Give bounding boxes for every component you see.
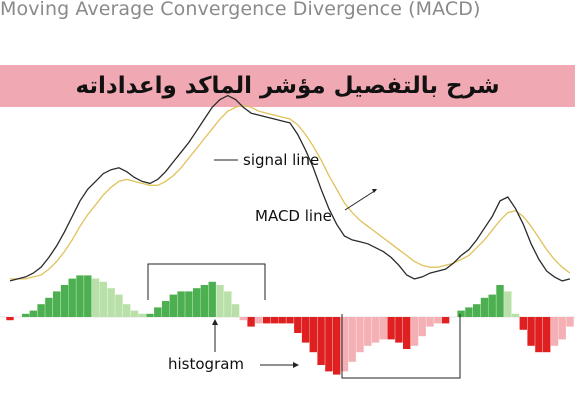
histogram-bar bbox=[130, 310, 139, 317]
histogram-bar bbox=[395, 317, 403, 343]
histogram-bar bbox=[154, 307, 162, 317]
histogram-bar bbox=[270, 317, 279, 324]
macd-line-pointer-head bbox=[372, 189, 377, 193]
histogram-bar bbox=[480, 297, 489, 317]
histogram-bar bbox=[68, 278, 76, 317]
histogram-bar bbox=[278, 317, 286, 324]
histogram-bar bbox=[29, 310, 37, 317]
histogram-bar bbox=[239, 317, 247, 321]
histogram-bar bbox=[91, 278, 100, 317]
histogram-bar bbox=[301, 317, 310, 343]
histogram-bar bbox=[387, 317, 395, 340]
histogram-bar bbox=[255, 317, 263, 324]
chart-title: Moving Average Convergence Divergence (M… bbox=[0, 0, 481, 20]
histogram-bar bbox=[208, 281, 216, 317]
histogram-bar bbox=[527, 317, 535, 346]
histogram-bar bbox=[309, 317, 317, 353]
macd-line-label: MACD line bbox=[255, 207, 332, 225]
banner-title: شرح بالتفصيل مؤشر الماكد واعداداته bbox=[75, 73, 500, 99]
histogram-bar bbox=[45, 297, 53, 317]
signal-line bbox=[10, 104, 571, 280]
histogram-bar bbox=[535, 317, 543, 353]
positive-histogram-box bbox=[147, 263, 266, 300]
histogram-bar bbox=[224, 291, 232, 317]
histogram-bar bbox=[488, 294, 496, 317]
histogram-bar bbox=[53, 291, 61, 317]
histogram-bar bbox=[84, 275, 92, 317]
histogram-bar bbox=[177, 291, 185, 317]
histogram-bar bbox=[325, 317, 333, 372]
negative-histogram-box bbox=[341, 314, 461, 379]
histogram-bar bbox=[426, 317, 434, 327]
histogram-bar bbox=[465, 307, 473, 317]
histogram-bar bbox=[286, 317, 294, 324]
histogram-bar bbox=[333, 317, 341, 375]
histogram-bar bbox=[294, 317, 302, 333]
signal-line-label: signal line bbox=[243, 151, 319, 169]
histogram-bar bbox=[107, 288, 115, 317]
histogram-bar bbox=[247, 317, 255, 327]
histogram-bar bbox=[6, 317, 14, 321]
histogram-bar bbox=[115, 294, 123, 317]
histogram-bar bbox=[519, 317, 527, 330]
histogram-bar bbox=[550, 317, 559, 346]
histogram-bar bbox=[418, 317, 426, 337]
histogram-bar bbox=[410, 317, 419, 346]
histogram-bar bbox=[231, 304, 240, 317]
histogram-bar bbox=[364, 317, 372, 346]
histogram-label: histogram bbox=[168, 355, 244, 373]
histogram-bar bbox=[340, 317, 349, 372]
histogram-bar bbox=[138, 313, 146, 317]
histogram-bar bbox=[441, 317, 450, 324]
histogram-bar bbox=[356, 317, 364, 353]
histogram-bar bbox=[403, 317, 411, 349]
histogram-bar bbox=[169, 294, 177, 317]
histogram-bar bbox=[37, 304, 45, 317]
histogram-bar bbox=[379, 317, 387, 340]
histogram-bar bbox=[566, 317, 574, 327]
histogram-bars bbox=[6, 275, 574, 375]
histogram-bar bbox=[543, 317, 551, 353]
histogram-bar bbox=[434, 317, 442, 324]
histogram-bar bbox=[504, 291, 512, 317]
macd-line-pointer bbox=[344, 189, 377, 211]
histogram-bar bbox=[99, 281, 107, 317]
histogram-bar bbox=[558, 317, 566, 340]
histogram-pointer-up-head bbox=[212, 319, 218, 325]
histogram-bar bbox=[123, 304, 131, 317]
histogram-bar bbox=[76, 275, 84, 317]
histogram-bar bbox=[371, 317, 380, 343]
histogram-bar bbox=[348, 317, 356, 362]
histogram-bar bbox=[496, 285, 504, 317]
histogram-bar bbox=[473, 304, 481, 317]
histogram-bar bbox=[317, 317, 325, 365]
histogram-bar bbox=[200, 285, 209, 317]
histogram-bar bbox=[511, 313, 520, 317]
macd-line bbox=[9, 94, 571, 282]
histogram-bar bbox=[263, 317, 271, 324]
histogram-bar bbox=[216, 285, 224, 317]
banner bbox=[0, 65, 575, 107]
histogram-bar bbox=[185, 291, 193, 317]
histogram-bar bbox=[457, 310, 465, 317]
histogram-bar bbox=[161, 301, 170, 317]
histogram-bar bbox=[60, 285, 69, 317]
histogram-pointer-right-head bbox=[293, 362, 299, 368]
histogram-bar bbox=[21, 313, 30, 317]
histogram-bar bbox=[146, 313, 154, 317]
histogram-bar bbox=[193, 288, 201, 317]
